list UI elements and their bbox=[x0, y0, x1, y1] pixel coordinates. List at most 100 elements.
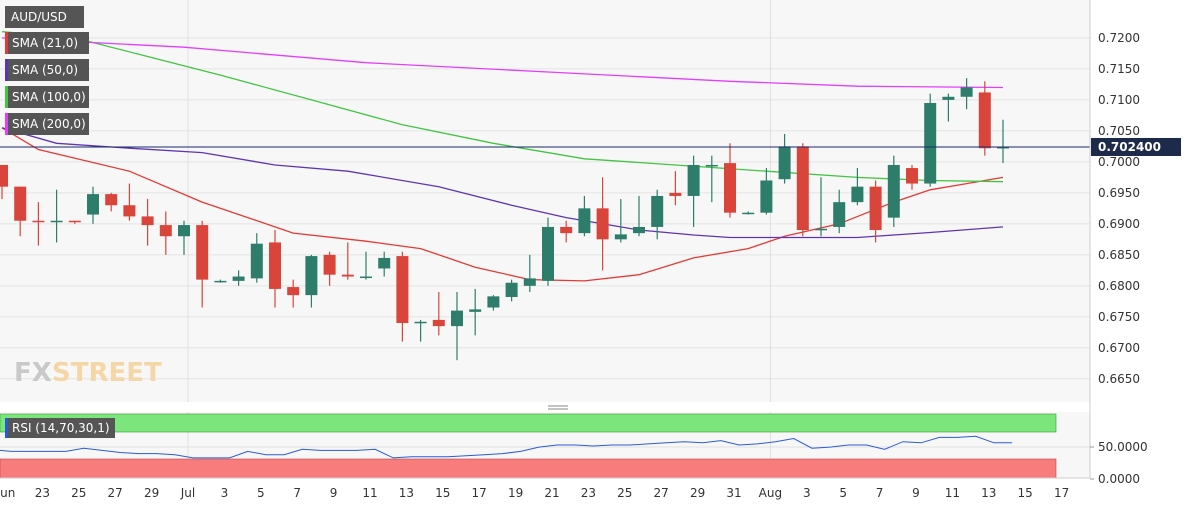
x-tick-label: 7 bbox=[293, 486, 301, 500]
candle-body bbox=[705, 164, 718, 167]
candle-body bbox=[432, 319, 445, 327]
y-tick-label: 0.7000 bbox=[1098, 155, 1140, 169]
candle bbox=[742, 211, 755, 215]
candle bbox=[705, 155, 718, 203]
candle-body bbox=[960, 87, 973, 97]
candle bbox=[960, 78, 973, 110]
symbol-label: AUD/USD bbox=[11, 10, 67, 24]
legend-box bbox=[5, 59, 89, 81]
rsi-y-tick-label: 0.0000 bbox=[1098, 472, 1140, 486]
candle bbox=[178, 220, 190, 255]
candle bbox=[214, 279, 227, 283]
candle bbox=[250, 233, 263, 283]
x-tick-label: 31 bbox=[726, 486, 741, 500]
candle bbox=[578, 195, 591, 237]
x-tick-label: 27 bbox=[654, 486, 669, 500]
candle bbox=[523, 254, 536, 293]
candle-body bbox=[997, 146, 1009, 149]
legend-item-rsi[interactable]: RSI (14,70,30,1) bbox=[5, 418, 115, 438]
candle-body bbox=[269, 242, 281, 289]
candle bbox=[505, 279, 518, 302]
sma200-line bbox=[1, 37, 1004, 89]
candle-body bbox=[305, 256, 318, 296]
candle-body bbox=[560, 226, 573, 234]
x-tick-label: 5 bbox=[839, 486, 847, 500]
candle-body bbox=[323, 254, 336, 275]
candle bbox=[669, 171, 682, 206]
candle-body bbox=[815, 228, 827, 231]
candle-body bbox=[596, 208, 609, 240]
x-tick-label: 23 bbox=[581, 486, 596, 500]
x-tick-label: 13 bbox=[399, 486, 414, 500]
sma50-line bbox=[1, 127, 1004, 239]
legend-label: SMA (50,0) bbox=[12, 63, 78, 77]
x-tick-label: 7 bbox=[876, 486, 884, 500]
candle bbox=[760, 168, 773, 215]
legend-item-sma-21-0[interactable]: SMA (21,0) bbox=[5, 32, 89, 54]
candle bbox=[887, 155, 900, 227]
x-tick-label: 25 bbox=[71, 486, 86, 500]
candle bbox=[778, 133, 791, 184]
candle-body bbox=[341, 274, 354, 277]
candle bbox=[87, 186, 99, 224]
candle bbox=[432, 292, 445, 336]
candle-body bbox=[614, 234, 627, 240]
x-tick-label: 23 bbox=[35, 486, 50, 500]
symbol-box bbox=[5, 6, 84, 28]
candle bbox=[32, 202, 45, 246]
legend-item-sma-50-0[interactable]: SMA (50,0) bbox=[5, 59, 89, 81]
legend-color-swatch bbox=[5, 418, 8, 438]
candle bbox=[596, 177, 609, 271]
x-tick-label: 29 bbox=[690, 486, 705, 500]
legend-symbol[interactable]: AUD/USD bbox=[5, 6, 84, 28]
candle-body bbox=[214, 280, 227, 283]
candle-body bbox=[287, 287, 300, 296]
x-tick-label: 9 bbox=[912, 486, 920, 500]
legend-color-swatch bbox=[5, 32, 8, 54]
candle-body bbox=[833, 202, 846, 227]
candle-body bbox=[669, 192, 682, 196]
x-tick-label: 9 bbox=[330, 486, 338, 500]
candle bbox=[68, 220, 81, 224]
legend-item-sma-200-0[interactable]: SMA (200,0) bbox=[5, 113, 89, 135]
fxstreet-logo: FX STREET bbox=[14, 358, 162, 388]
y-tick-label: 0.6750 bbox=[1098, 310, 1140, 324]
x-tick-label: 13 bbox=[981, 486, 996, 500]
legend-item-sma-100-0[interactable]: SMA (100,0) bbox=[5, 86, 89, 108]
candle bbox=[123, 183, 136, 221]
legend-box bbox=[5, 113, 89, 135]
candle bbox=[687, 155, 700, 227]
pane-resize-handle[interactable] bbox=[548, 405, 568, 410]
y-tick-label: 0.6700 bbox=[1098, 341, 1140, 355]
x-tick-label: 27 bbox=[108, 486, 123, 500]
candle bbox=[724, 143, 736, 218]
candle-body bbox=[505, 282, 518, 297]
y-tick-label: 0.6800 bbox=[1098, 279, 1140, 293]
x-tick-label: 29 bbox=[144, 486, 159, 500]
candle bbox=[796, 143, 809, 237]
logo-part-fx: FX bbox=[14, 358, 52, 388]
candle bbox=[633, 195, 645, 237]
legend-label: SMA (100,0) bbox=[12, 90, 86, 104]
candle-body bbox=[487, 296, 500, 308]
legend-color-swatch bbox=[5, 113, 8, 135]
x-tick-label: 3 bbox=[803, 486, 811, 500]
x-tick-label: 11 bbox=[945, 486, 960, 500]
legend-color-swatch bbox=[5, 86, 8, 108]
candle-body bbox=[232, 276, 245, 281]
legend-color-swatch bbox=[5, 59, 8, 81]
candle-body bbox=[14, 186, 27, 221]
y-tick-label: 0.6650 bbox=[1098, 372, 1140, 386]
legend-label: SMA (200,0) bbox=[12, 117, 86, 131]
candle-body bbox=[250, 243, 263, 279]
candle bbox=[360, 251, 372, 280]
candle-body bbox=[887, 164, 900, 218]
candle-body bbox=[396, 256, 409, 324]
candle-body bbox=[159, 225, 172, 237]
y-tick-label: 0.7150 bbox=[1098, 62, 1140, 76]
candle-body bbox=[542, 226, 554, 281]
candle bbox=[378, 251, 391, 277]
x-tick-label: 11 bbox=[362, 486, 377, 500]
